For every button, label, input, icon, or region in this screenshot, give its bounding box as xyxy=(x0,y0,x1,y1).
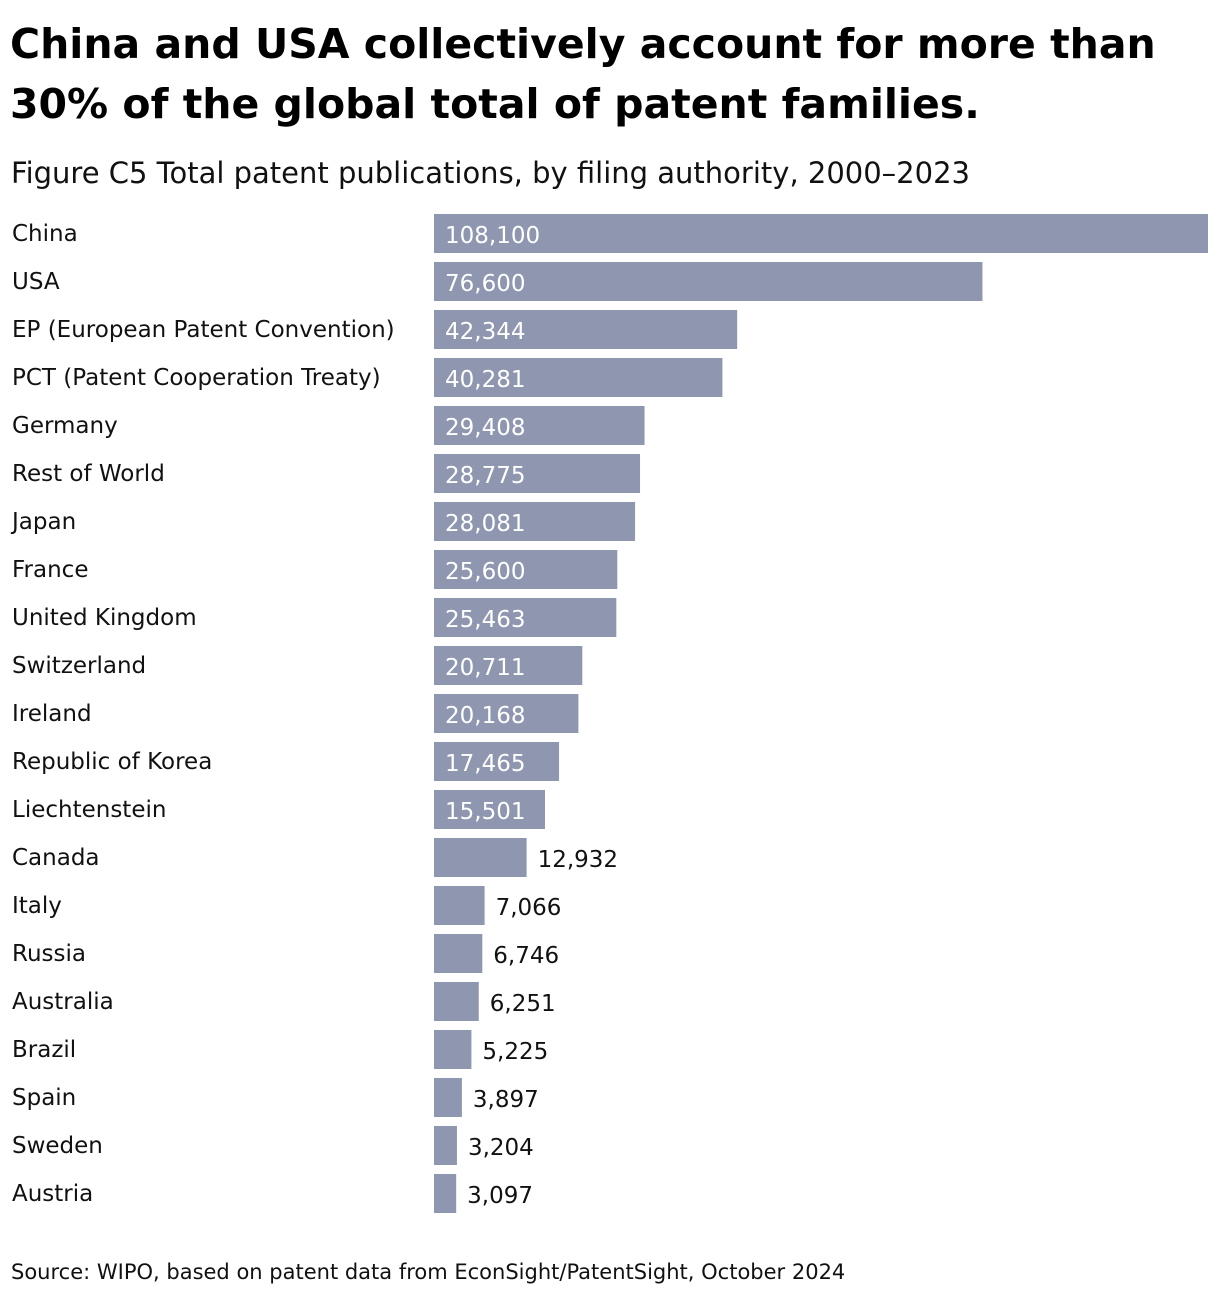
bar-france xyxy=(434,550,618,589)
category-label-russia: Russia xyxy=(12,941,86,967)
source-note: Source: WIPO, based on patent data from … xyxy=(11,1260,846,1284)
bar-ireland xyxy=(434,694,579,733)
category-label-australia: Australia xyxy=(12,989,114,1015)
bar-italy xyxy=(434,886,485,925)
value-label-pct-patent-cooperation-treaty: 40,281 xyxy=(445,367,525,393)
chart-headline: China and USA collectively account for m… xyxy=(10,20,1156,128)
value-label-republic-of-korea: 17,465 xyxy=(445,751,525,777)
value-label-brazil: 5,225 xyxy=(482,1039,548,1065)
value-label-japan: 28,081 xyxy=(445,511,525,537)
value-label-spain: 3,897 xyxy=(473,1087,539,1113)
value-label-russia: 6,746 xyxy=(493,943,559,969)
category-label-rest-of-world: Rest of World xyxy=(12,461,165,487)
category-label-liechtenstein: Liechtenstein xyxy=(12,797,166,823)
category-label-united-kingdom: United Kingdom xyxy=(12,605,197,631)
bar-spain xyxy=(434,1078,462,1117)
bar-china xyxy=(434,214,1208,253)
value-label-rest-of-world: 28,775 xyxy=(445,463,525,489)
category-label-austria: Austria xyxy=(12,1181,93,1207)
value-label-sweden: 3,204 xyxy=(468,1135,534,1161)
bar-canada xyxy=(434,838,527,877)
bar-switzerland xyxy=(434,646,583,685)
category-label-brazil: Brazil xyxy=(12,1037,76,1063)
bar-germany xyxy=(434,406,645,445)
chart-subtitle: Figure C5 Total patent publications, by … xyxy=(11,156,970,190)
category-label-china: China xyxy=(12,221,78,247)
value-label-ireland: 20,168 xyxy=(445,703,525,729)
bar-republic-of-korea xyxy=(434,742,560,781)
category-label-switzerland: Switzerland xyxy=(12,653,146,679)
value-label-france: 25,600 xyxy=(445,559,525,585)
category-label-ireland: Ireland xyxy=(12,701,92,727)
category-label-japan: Japan xyxy=(10,509,76,535)
category-label-ep-european-patent-convention: EP (European Patent Convention) xyxy=(12,317,395,343)
category-label-italy: Italy xyxy=(12,893,62,919)
value-label-usa: 76,600 xyxy=(445,271,525,297)
value-label-italy: 7,066 xyxy=(496,895,562,921)
value-label-ep-european-patent-convention: 42,344 xyxy=(445,319,525,345)
bar-australia xyxy=(434,982,479,1021)
bar-brazil xyxy=(434,1030,472,1069)
bar-sweden xyxy=(434,1126,457,1165)
bar-united-kingdom xyxy=(434,598,617,637)
value-label-liechtenstein: 15,501 xyxy=(445,799,525,825)
category-label-canada: Canada xyxy=(12,845,100,871)
bar-russia xyxy=(434,934,483,973)
bar-austria xyxy=(434,1174,457,1213)
category-label-republic-of-korea: Republic of Korea xyxy=(12,749,212,775)
bar-chart: China 108,100 USA 76,600 EP (European Patent… xyxy=(10,214,1208,1213)
value-label-austria: 3,097 xyxy=(467,1183,533,1209)
bar-liechtenstein xyxy=(434,790,545,829)
category-label-pct-patent-cooperation-treaty: PCT (Patent Cooperation Treaty) xyxy=(12,365,381,391)
value-label-australia: 6,251 xyxy=(490,991,556,1017)
bar-ep-european-patent-convention xyxy=(434,310,738,349)
bar-rest-of-world xyxy=(434,454,641,493)
category-label-germany: Germany xyxy=(12,413,118,439)
bar-pct-patent-cooperation-treaty xyxy=(434,358,723,397)
bar-usa xyxy=(434,262,983,301)
value-label-switzerland: 20,711 xyxy=(445,655,525,681)
value-label-germany: 29,408 xyxy=(445,415,525,441)
category-label-usa: USA xyxy=(12,269,60,295)
category-label-spain: Spain xyxy=(12,1085,76,1111)
value-label-united-kingdom: 25,463 xyxy=(445,607,525,633)
bar-japan xyxy=(434,502,636,541)
value-label-canada: 12,932 xyxy=(538,847,618,873)
category-label-sweden: Sweden xyxy=(12,1133,103,1159)
category-label-france: France xyxy=(12,557,88,583)
bars-layer: China 108,100 USA 76,600 EP (European Patent… xyxy=(10,214,1208,1213)
value-label-china: 108,100 xyxy=(445,223,540,249)
